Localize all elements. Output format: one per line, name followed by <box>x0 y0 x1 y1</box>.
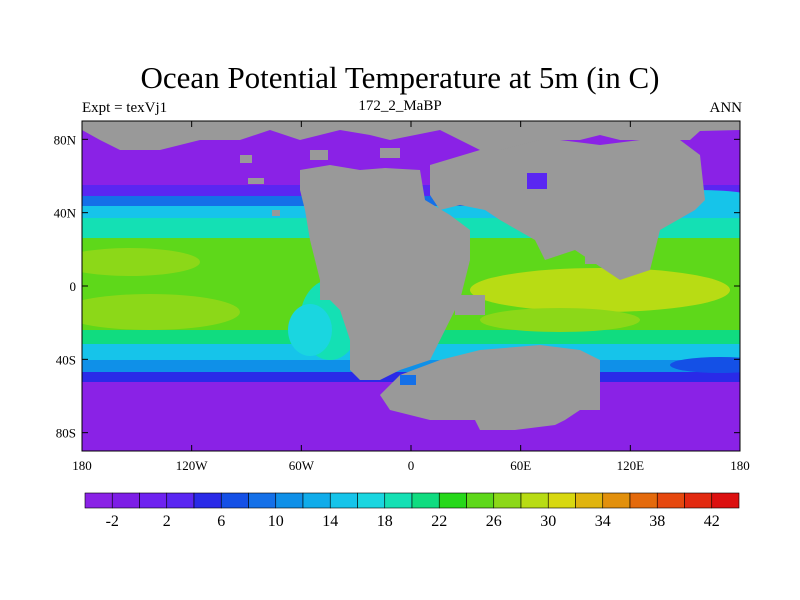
south-cold-east <box>670 357 740 373</box>
colorbar-box <box>547 492 576 509</box>
colorbar-box <box>139 492 168 509</box>
colorbar: -2 2 6 10 14 18 22 26 30 34 38 42 <box>84 492 740 530</box>
colorbar-label: 38 <box>649 513 665 530</box>
colorbar-box <box>438 492 467 509</box>
island-8 <box>455 295 485 315</box>
colorbar-label: -2 <box>106 513 119 530</box>
colorbar-box <box>329 492 358 509</box>
island-2 <box>248 178 264 184</box>
cool-tongue-core <box>288 304 332 356</box>
x-tick-label: 180 <box>730 458 750 473</box>
colorbar-box <box>411 492 440 509</box>
colorbar-label: 42 <box>704 513 720 530</box>
colorbar-box <box>357 492 386 509</box>
y-tick-label: 80S <box>56 426 76 441</box>
colorbar-box <box>193 492 222 509</box>
island-6 <box>482 405 504 415</box>
colorbar-box <box>520 492 549 509</box>
colorbar-box <box>711 492 740 509</box>
colorbar-box <box>166 492 195 509</box>
season-label: ANN <box>709 100 743 116</box>
colorbar-label: 10 <box>268 513 284 530</box>
y-axis: 80N 40N 0 40S 80S <box>54 132 740 441</box>
colorbar-box <box>656 492 685 509</box>
warm-pool-tethys <box>470 268 730 312</box>
y-tick-label: 40N <box>54 206 77 221</box>
x-tick-label: 60W <box>289 458 315 473</box>
inland-basin <box>527 173 547 189</box>
colorbar-label: 6 <box>217 513 225 530</box>
experiment-label: Expt = texVj1 <box>82 100 168 116</box>
colorbar-label: 2 <box>163 513 171 530</box>
island-5 <box>272 210 280 216</box>
x-tick-label: 0 <box>408 458 415 473</box>
age-label: 172_2_MaBP <box>358 98 442 114</box>
colorbar-label: 26 <box>486 513 502 530</box>
x-tick-label: 60E <box>510 458 531 473</box>
colorbar-box <box>302 492 331 509</box>
x-tick-label: 180 <box>72 458 92 473</box>
colorbar-box <box>220 492 249 509</box>
landmass-southern <box>380 345 600 430</box>
land-masses <box>82 121 740 430</box>
plot-title: Ocean Potential Temperature at 5m (in C) <box>140 60 660 95</box>
colorbar-box <box>248 492 277 509</box>
colorbar-box <box>466 492 495 509</box>
island-4 <box>380 148 400 158</box>
colorbar-label: 22 <box>431 513 447 530</box>
colorbar-box <box>575 492 604 509</box>
x-tick-label: 120E <box>617 458 645 473</box>
colorbar-box <box>84 492 113 509</box>
colorbar-box <box>602 492 631 509</box>
colorbar-box <box>684 492 713 509</box>
colorbar-box <box>629 492 658 509</box>
colorbar-box <box>493 492 522 509</box>
colorbar-box <box>111 492 140 509</box>
island-7 <box>585 244 615 264</box>
landmass-greenland <box>82 121 740 150</box>
colorbar-box <box>275 492 304 509</box>
y-tick-label: 0 <box>70 279 77 294</box>
x-tick-label: 120W <box>176 458 209 473</box>
colorbar-box <box>384 492 413 509</box>
landmass-west-continent <box>300 165 470 380</box>
colorbar-label: 30 <box>540 513 556 530</box>
landmass-east-continent <box>430 140 705 280</box>
warm-pool-east-pacific-south <box>82 294 240 330</box>
y-tick-label: 80N <box>54 132 77 147</box>
warm-pool-pacific-north <box>82 248 200 276</box>
y-tick-label: 40S <box>56 352 76 367</box>
warm-patch-south <box>480 308 640 332</box>
colorbar-label: 14 <box>322 513 338 530</box>
colorbar-label: 34 <box>595 513 611 530</box>
colorbar-label: 18 <box>377 513 393 530</box>
island-1 <box>240 155 252 163</box>
south-inlet <box>400 375 416 385</box>
island-3 <box>310 150 328 160</box>
x-axis: 180 120W 60W 0 60E 120E 180 <box>72 121 750 473</box>
